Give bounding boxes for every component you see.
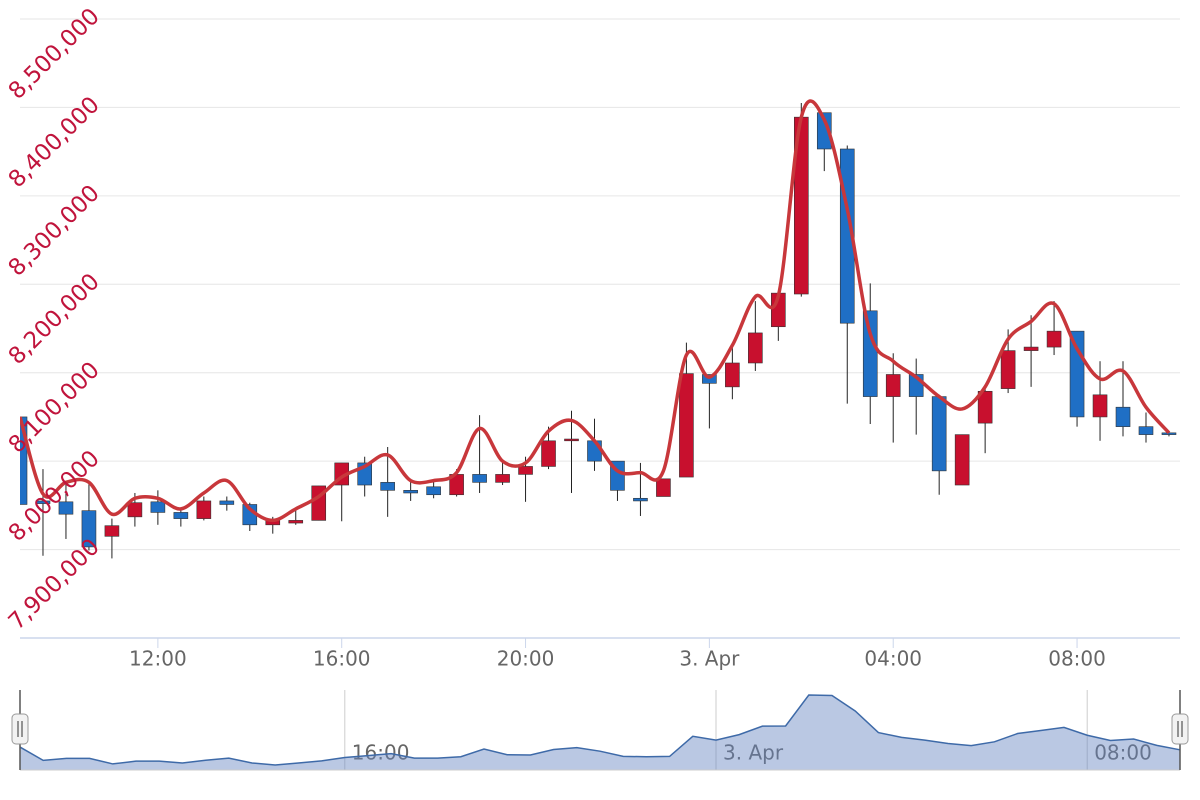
- candle-body: [816, 112, 832, 150]
- navigator-handle[interactable]: [1171, 713, 1189, 745]
- candle-body: [472, 474, 487, 483]
- candle-body: [127, 502, 143, 518]
- candle-body: [679, 373, 694, 478]
- navigator-tick-label: 08:00: [1094, 741, 1152, 765]
- x-tick-label: 04:00: [864, 647, 922, 671]
- axes: 7,900,0008,000,0008,100,0008,200,0008,30…: [4, 3, 1180, 671]
- candle-body: [35, 500, 51, 504]
- candle-body: [1023, 346, 1039, 351]
- candle-body: [1046, 330, 1062, 348]
- candle-body: [931, 396, 947, 472]
- candle-body: [219, 500, 235, 505]
- spline-line: [20, 99, 1171, 523]
- candle-body: [403, 490, 418, 494]
- navigator-area: [20, 695, 1180, 770]
- candle-body: [885, 374, 901, 397]
- x-tick-label: 3. Apr: [679, 647, 740, 671]
- candle-body: [58, 501, 74, 515]
- candle-body: [81, 510, 97, 548]
- candle-body: [862, 310, 878, 397]
- candle-body: [196, 500, 212, 519]
- candle-body: [977, 390, 993, 424]
- navigator-tick-label: 16:00: [352, 741, 410, 765]
- candle-body: [587, 440, 602, 462]
- candle-body: [495, 474, 510, 483]
- candle-body: [1069, 330, 1085, 418]
- candle-body: [20, 416, 28, 505]
- candle-body: [1161, 432, 1177, 435]
- x-tick-label: 12:00: [129, 647, 187, 671]
- candle-body: [1000, 350, 1016, 389]
- x-tick-label: 20:00: [497, 647, 555, 671]
- candle-body: [1115, 406, 1131, 427]
- x-tick-label: 16:00: [313, 647, 371, 671]
- candle-body: [633, 497, 648, 502]
- candle-body: [1138, 426, 1154, 435]
- candle-body: [541, 440, 556, 467]
- grid: [20, 18, 1180, 551]
- candle-body: [518, 466, 533, 475]
- candle-body: [173, 512, 189, 519]
- candle-body: [1092, 394, 1108, 418]
- navigator-line: [19, 694, 1181, 766]
- navigator: 16:00 3. Apr 08:00: [11, 690, 1189, 771]
- candle-body: [150, 501, 166, 513]
- plot-area: [20, 99, 1177, 559]
- candle-body: [104, 525, 120, 537]
- x-tick-label: 08:00: [1048, 647, 1106, 671]
- candle-body: [725, 362, 740, 388]
- navigator-handle[interactable]: [11, 713, 29, 745]
- candle-body: [656, 478, 671, 497]
- candle-body: [426, 486, 441, 496]
- candle-body: [954, 434, 970, 486]
- candle-body: [748, 332, 763, 364]
- candle-body: [564, 438, 579, 442]
- navigator-tick-label: 3. Apr: [723, 741, 784, 765]
- candle-body: [288, 520, 304, 524]
- candle-body: [380, 482, 395, 491]
